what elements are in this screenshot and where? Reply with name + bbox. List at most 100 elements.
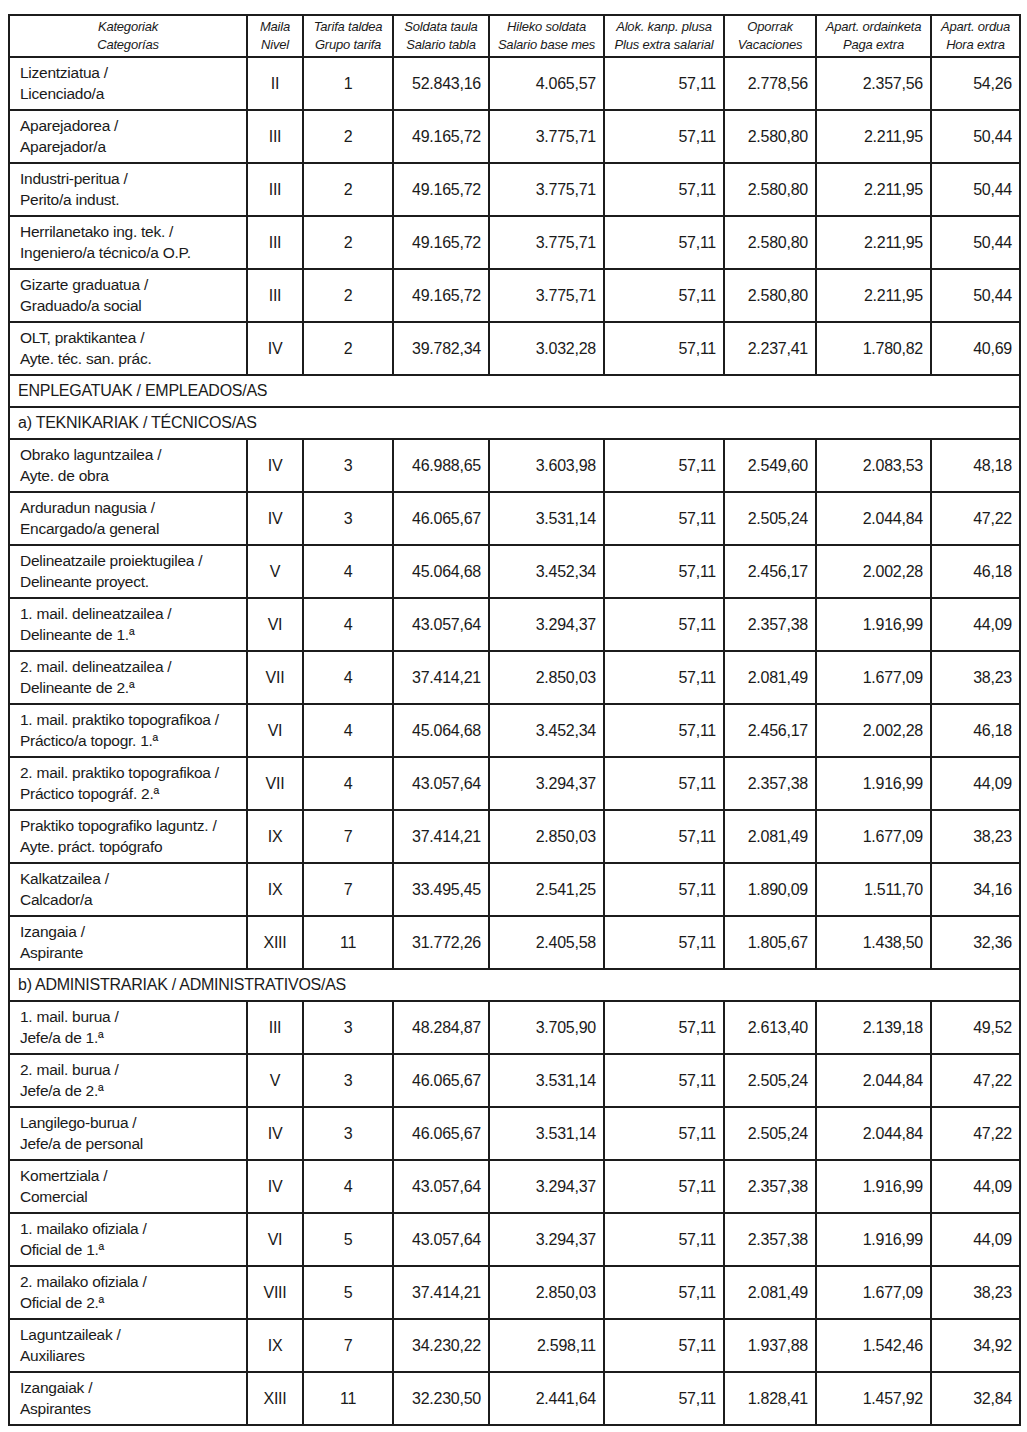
salary-table-page: KategoriakCategoríasMailaNivelTarifa tal… <box>0 0 1027 1432</box>
table-row: 2. mail. delineatzailea /Delineante de 2… <box>9 651 1020 704</box>
salario-base-mes-cell: 2.850,03 <box>489 1266 604 1319</box>
grupo-tarifa-cell: 2 <box>303 110 393 163</box>
salario-tabla-cell: 49.165,72 <box>393 163 489 216</box>
vacaciones-cell: 2.505,24 <box>724 1054 816 1107</box>
vacaciones-cell: 2.081,49 <box>724 810 816 863</box>
column-header-line2: Salario tabla <box>395 36 487 54</box>
salario-tabla-cell: 43.057,64 <box>393 1213 489 1266</box>
salario-base-mes-cell: 3.294,37 <box>489 1213 604 1266</box>
grupo-tarifa-cell: 4 <box>303 704 393 757</box>
grupo-tarifa-cell: 2 <box>303 163 393 216</box>
salario-base-mes-cell: 3.775,71 <box>489 163 604 216</box>
category-spanish: Jefe/a de 1.ª <box>20 1028 242 1048</box>
category-spanish: Delineante proyect. <box>20 572 242 592</box>
column-header-line1: Apart. ordainketa <box>818 18 929 36</box>
grupo-tarifa-cell: 4 <box>303 651 393 704</box>
nivel-cell: III <box>247 110 303 163</box>
salario-base-mes-cell: 2.850,03 <box>489 651 604 704</box>
salario-base-mes-cell: 2.441,64 <box>489 1372 604 1425</box>
grupo-tarifa-cell: 3 <box>303 492 393 545</box>
category-cell: Izangaia /Aspirante <box>9 916 247 969</box>
table-row: Lizentziatua /Licenciado/aII152.843,164.… <box>9 57 1020 110</box>
hora-extra-cell: 32,84 <box>931 1372 1020 1425</box>
category-cell: Aparejadorea /Aparejador/a <box>9 110 247 163</box>
category-basque: 2. mail. praktiko topografikoa / <box>20 763 242 783</box>
nivel-cell: IV <box>247 322 303 375</box>
salario-tabla-cell: 46.065,67 <box>393 492 489 545</box>
section-row: b) ADMINISTRARIAK / ADMINISTRATIVOS/AS <box>9 969 1020 1001</box>
plus-extra-salarial-cell: 57,11 <box>604 1372 724 1425</box>
category-cell: 1. mail. burua /Jefe/a de 1.ª <box>9 1001 247 1054</box>
category-basque: 1. mailako ofiziala / <box>20 1219 242 1239</box>
paga-extra-cell: 2.211,95 <box>816 269 931 322</box>
paga-extra-cell: 1.916,99 <box>816 1213 931 1266</box>
category-spanish: Licenciado/a <box>20 84 242 104</box>
plus-extra-salarial-cell: 57,11 <box>604 1319 724 1372</box>
hora-extra-cell: 46,18 <box>931 704 1020 757</box>
column-header-line2: Plus extra salarial <box>606 36 722 54</box>
column-header-line2: Grupo tarifa <box>305 36 391 54</box>
category-cell: Lizentziatua /Licenciado/a <box>9 57 247 110</box>
column-header-line2: Categorías <box>11 36 245 54</box>
table-row: Aparejadorea /Aparejador/aIII249.165,723… <box>9 110 1020 163</box>
category-spanish: Perito/a indust. <box>20 190 242 210</box>
category-basque: Kalkatzailea / <box>20 869 242 889</box>
category-cell: Industri-peritua /Perito/a indust. <box>9 163 247 216</box>
salario-base-mes-cell: 3.531,14 <box>489 1054 604 1107</box>
nivel-cell: VII <box>247 757 303 810</box>
category-cell: Praktiko topografiko laguntz. /Ayte. prá… <box>9 810 247 863</box>
table-row: Gizarte graduatua /Graduado/a socialIII2… <box>9 269 1020 322</box>
table-row: Izangaia /AspiranteXIII1131.772,262.405,… <box>9 916 1020 969</box>
table-body: Lizentziatua /Licenciado/aII152.843,164.… <box>9 57 1020 1425</box>
column-header-line1: Tarifa taldea <box>305 18 391 36</box>
table-row: Delineatzaile proiektugilea /Delineante … <box>9 545 1020 598</box>
table-row: 2. mail. praktiko topografikoa /Práctico… <box>9 757 1020 810</box>
category-basque: Arduradun nagusia / <box>20 498 242 518</box>
salario-tabla-cell: 45.064,68 <box>393 704 489 757</box>
vacaciones-cell: 2.580,80 <box>724 216 816 269</box>
salario-base-mes-cell: 3.032,28 <box>489 322 604 375</box>
vacaciones-cell: 1.890,09 <box>724 863 816 916</box>
category-basque: 1. mail. burua / <box>20 1007 242 1027</box>
salario-base-mes-cell: 3.775,71 <box>489 269 604 322</box>
category-spanish: Comercial <box>20 1187 242 1207</box>
hora-extra-cell: 44,09 <box>931 1160 1020 1213</box>
plus-extra-salarial-cell: 57,11 <box>604 1160 724 1213</box>
category-cell: OLT, praktikantea /Ayte. téc. san. prác. <box>9 322 247 375</box>
category-cell: 1. mail. praktiko topografikoa /Práctico… <box>9 704 247 757</box>
salario-base-mes-cell: 4.065,57 <box>489 57 604 110</box>
hora-extra-cell: 38,23 <box>931 810 1020 863</box>
category-cell: Laguntzaileak /Auxiliares <box>9 1319 247 1372</box>
table-row: 1. mailako ofiziala /Oficial de 1.ªVI543… <box>9 1213 1020 1266</box>
category-basque: Laguntzaileak / <box>20 1325 242 1345</box>
column-header-line1: Maila <box>249 18 301 36</box>
category-basque: 2. mail. burua / <box>20 1060 242 1080</box>
table-row: Langilego-burua /Jefe/a de personalIV346… <box>9 1107 1020 1160</box>
salario-base-mes-cell: 3.775,71 <box>489 110 604 163</box>
column-header-apart-ordainketa: Apart. ordainketaPaga extra <box>816 15 931 57</box>
plus-extra-salarial-cell: 57,11 <box>604 1001 724 1054</box>
plus-extra-salarial-cell: 57,11 <box>604 1054 724 1107</box>
section-label: b) ADMINISTRARIAK / ADMINISTRATIVOS/AS <box>9 969 1020 1001</box>
salario-tabla-cell: 33.495,45 <box>393 863 489 916</box>
category-basque: 2. mail. delineatzailea / <box>20 657 242 677</box>
category-spanish: Oficial de 2.ª <box>20 1293 242 1313</box>
grupo-tarifa-cell: 3 <box>303 439 393 492</box>
nivel-cell: XIII <box>247 916 303 969</box>
vacaciones-cell: 2.778,56 <box>724 57 816 110</box>
category-cell: 2. mail. burua /Jefe/a de 2.ª <box>9 1054 247 1107</box>
category-spanish: Delineante de 2.ª <box>20 678 242 698</box>
grupo-tarifa-cell: 4 <box>303 757 393 810</box>
category-cell: Gizarte graduatua /Graduado/a social <box>9 269 247 322</box>
category-cell: Komertziala /Comercial <box>9 1160 247 1213</box>
column-header-soldata-taula: Soldata taulaSalario tabla <box>393 15 489 57</box>
table-row: 1. mail. praktiko topografikoa /Práctico… <box>9 704 1020 757</box>
category-spanish: Jefe/a de 2.ª <box>20 1081 242 1101</box>
nivel-cell: IV <box>247 1107 303 1160</box>
nivel-cell: IV <box>247 1160 303 1213</box>
nivel-cell: VII <box>247 651 303 704</box>
grupo-tarifa-cell: 1 <box>303 57 393 110</box>
plus-extra-salarial-cell: 57,11 <box>604 269 724 322</box>
column-header-line1: Oporrak <box>726 18 814 36</box>
nivel-cell: VI <box>247 598 303 651</box>
